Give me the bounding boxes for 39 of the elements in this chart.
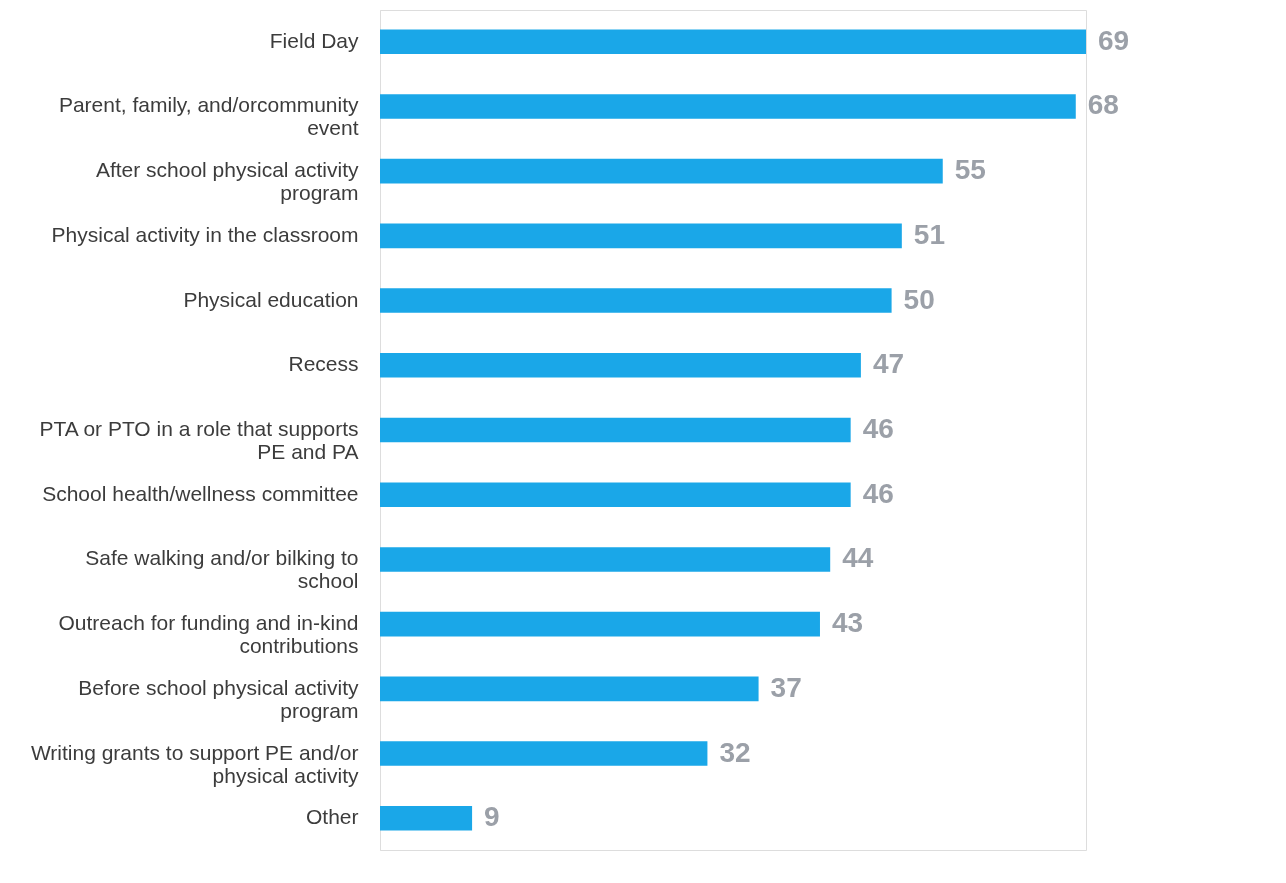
y-tick-label: Parent, family, and/orcommunity event: [58, 93, 359, 140]
bar: [380, 417, 851, 443]
bar: [380, 94, 1076, 119]
y-tick-label: Writing grants to support PE and/or physical activity: [30, 740, 359, 787]
data-label: 47: [872, 348, 905, 380]
bar: [380, 158, 943, 184]
bar: [380, 611, 820, 637]
y-tick-label: School health/wellness committee: [42, 481, 359, 505]
y-tick-label: Field Day: [269, 28, 359, 52]
bar: [380, 547, 831, 572]
bar: [380, 676, 759, 702]
data-label: 68: [1087, 89, 1119, 121]
y-tick-label: After school physical activity program: [95, 158, 359, 205]
data-label: 69: [1098, 24, 1130, 56]
y-tick-label: Recess: [288, 352, 359, 376]
bar: [380, 805, 473, 831]
data-label: 46: [862, 413, 894, 444]
data-label: 9: [484, 801, 500, 833]
y-tick-label: Safe walking and/or bilking to school: [85, 546, 359, 593]
bar: [380, 352, 861, 378]
y-tick-label: Physical education: [183, 287, 359, 311]
y-tick-label: Physical activity in the classroom: [51, 222, 359, 246]
data-label: 46: [862, 477, 894, 509]
bar: [380, 482, 851, 508]
bar: [380, 741, 708, 766]
bar: [380, 223, 902, 249]
data-label: 50: [903, 283, 935, 315]
data-label: 55: [954, 154, 986, 186]
y-tick-label: PTA or PTO in a role that supports PE and PA: [39, 417, 359, 463]
y-tick-label: Outreach for funding and in-kind contributions: [58, 611, 359, 658]
bar: [380, 29, 1086, 55]
y-tick-label: Before school physical activity program: [78, 675, 359, 722]
y-tick-label: Other: [305, 805, 359, 829]
data-label: 37: [770, 671, 802, 703]
bar: [380, 288, 892, 313]
data-label: 32: [719, 736, 751, 768]
data-label: 43: [831, 607, 864, 639]
data-label: 51: [913, 218, 945, 250]
data-label: 44: [842, 542, 874, 574]
